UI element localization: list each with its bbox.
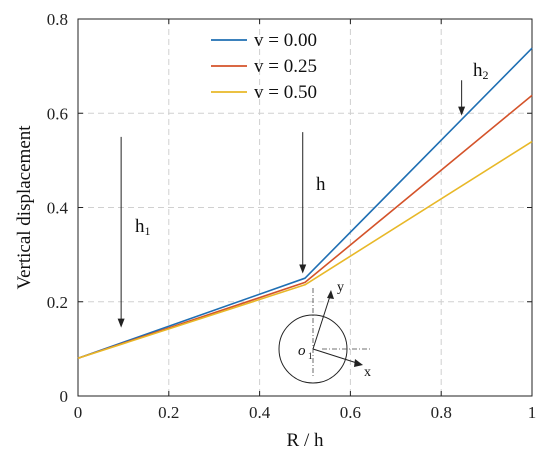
annotation-label: h2 — [473, 60, 489, 82]
x-tick-label: 0.2 — [158, 403, 179, 422]
annotation-label: h1 — [135, 216, 151, 238]
series-lines — [77, 47, 533, 360]
inset-y-arrow — [312, 292, 332, 350]
annotation-subscript: 1 — [145, 224, 151, 238]
x-tick-label: 1 — [528, 403, 537, 422]
inset-y-label: y — [337, 280, 344, 295]
legend-label: v = 0.25 — [254, 56, 317, 77]
y-tick-label: 0.6 — [47, 104, 68, 123]
legend: v = 0.00 v = 0.25 v = 0.50 — [211, 30, 317, 103]
y-tick-label: 0.8 — [47, 10, 68, 29]
y-tick-label: 0 — [60, 387, 69, 406]
legend-label: v = 0.50 — [254, 82, 317, 103]
annotation-subscript: 2 — [483, 68, 489, 82]
inset-origin-subscript: 1 — [308, 351, 313, 361]
inset-x-arrowhead — [354, 359, 363, 367]
x-tick-label: 0 — [74, 403, 83, 422]
x-tick-label: 0.6 — [340, 403, 361, 422]
annotation-label: h — [316, 174, 326, 195]
series-line — [77, 140, 533, 360]
y-axis-title: Vertical displacement — [14, 125, 35, 290]
x-tick-label: 0.8 — [431, 403, 452, 422]
annotation-arrowhead — [299, 264, 307, 274]
y-tick-label: 0.4 — [47, 199, 69, 218]
legend-label: v = 0.00 — [254, 30, 317, 51]
inset-y-arrowhead — [327, 290, 334, 299]
axis-ticks: 0 0.2 0.4 0.6 0.8 1 0 0.2 0.4 0.6 0.8 — [47, 10, 537, 422]
series-line — [77, 47, 533, 360]
x-tick-label: 0.4 — [249, 403, 271, 422]
annotation-arrowhead — [458, 106, 466, 116]
inset-origin-label: o — [298, 343, 306, 359]
inset-x-label: x — [364, 365, 371, 380]
grid — [78, 19, 532, 396]
coordinate-inset: y x o 1 — [278, 280, 371, 384]
y-tick-label: 0.2 — [47, 293, 68, 312]
annotation-arrowhead — [117, 318, 125, 328]
x-axis-title: R / h — [287, 430, 324, 451]
inset-x-arrow — [312, 348, 361, 365]
